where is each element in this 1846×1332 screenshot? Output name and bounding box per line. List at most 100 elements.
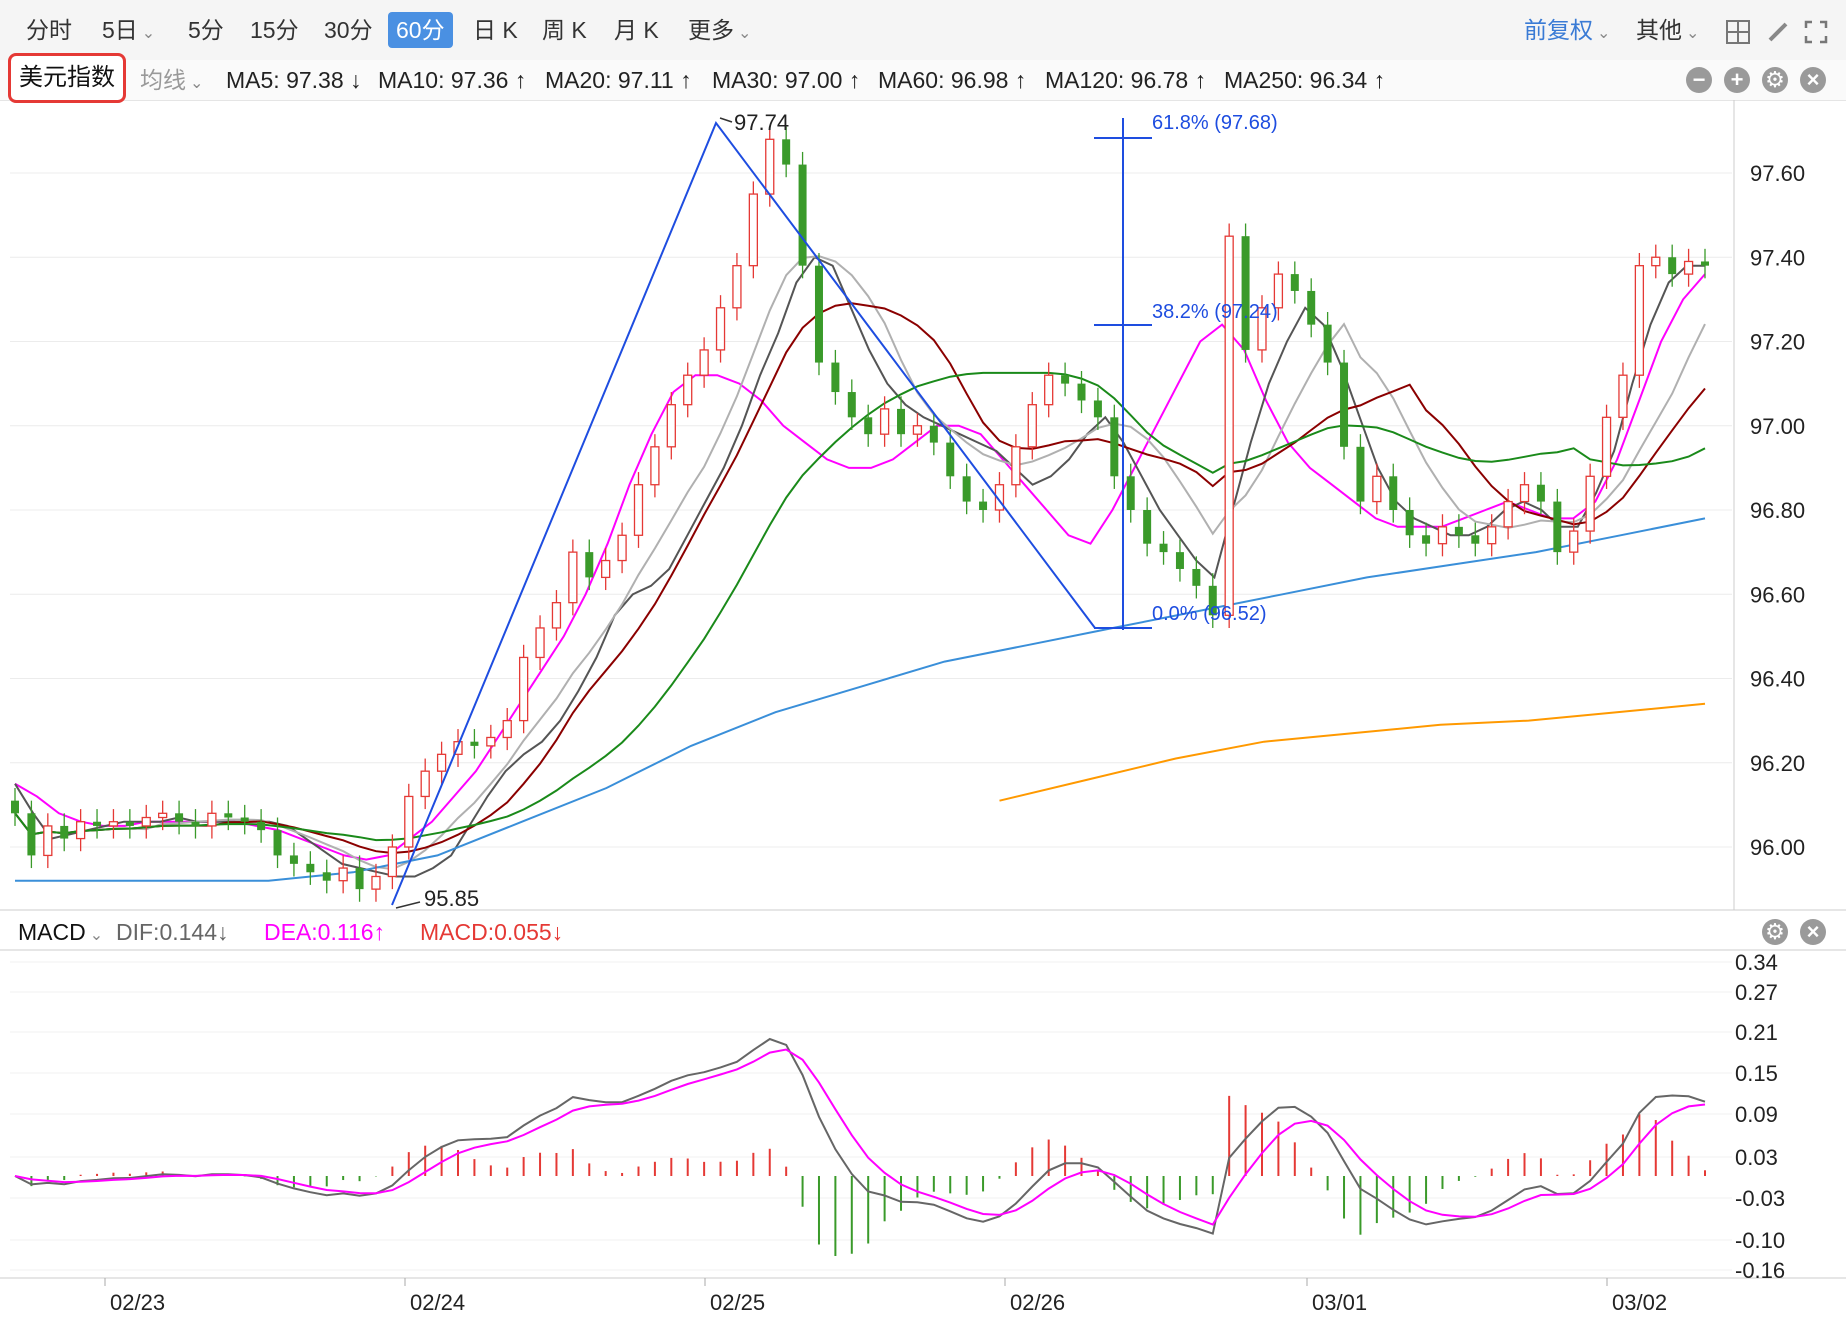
period-tab-day-k[interactable]: 日 K <box>473 17 518 43</box>
candle <box>257 809 266 843</box>
moving-average-lines <box>14 255 1706 882</box>
candle <box>322 859 331 894</box>
period-tab-60min[interactable]: 60分 <box>388 12 453 48</box>
extreme-annotations: 97.74 95.85 <box>395 110 789 911</box>
fullscreen-icon[interactable] <box>1804 20 1828 44</box>
candle <box>1519 472 1530 515</box>
macd-type-menu[interactable]: MACD ⌄ <box>18 916 103 948</box>
candle <box>75 809 86 852</box>
ma10-line <box>14 273 1706 861</box>
candle <box>864 404 873 447</box>
collapse-icon[interactable]: − <box>1686 67 1712 93</box>
candle <box>224 800 233 831</box>
candle <box>93 809 102 839</box>
more-periods-label: 更多 <box>688 17 734 43</box>
ma-legend-bar: 均线 ⌄ MA5: 97.38 ↓ MA10: 97.36 ↑ MA20: 97.… <box>0 60 1846 101</box>
ma-type-menu[interactable]: 均线 ⌄ <box>140 64 203 96</box>
macd-legend-bar: MACD ⌄ DIF:0.144↓ DEA:0.116↑ MACD:0.055↓ … <box>0 914 1846 950</box>
ma30-value: MA30: 97.00 ↑ <box>712 67 861 93</box>
candle <box>1405 497 1414 548</box>
candle <box>1307 278 1316 338</box>
price-tick-label: 96.20 <box>1750 751 1805 776</box>
candle <box>1668 244 1677 287</box>
candle <box>1241 223 1250 363</box>
period-toolbar: 分时 5日 ⌄ 5分 15分 30分 60分 日 K 周 K 月 K 更多 ⌄ 前复… <box>0 0 1846 61</box>
candle <box>551 590 562 641</box>
candle <box>1290 261 1299 304</box>
draw-pen-icon[interactable] <box>1766 20 1790 44</box>
candle <box>1422 522 1431 557</box>
more-periods-menu[interactable]: 更多 ⌄ <box>680 12 759 48</box>
macd-tick-label: -0.10 <box>1735 1228 1785 1253</box>
candle <box>306 851 315 885</box>
macd-label: MACD <box>18 919 86 945</box>
candle <box>814 253 823 376</box>
dollar-index-button[interactable]: 美元指数 <box>8 53 126 103</box>
add-indicator-icon[interactable]: + <box>1724 67 1750 93</box>
candle <box>1126 463 1135 523</box>
candle <box>387 834 398 890</box>
candle <box>994 472 1005 523</box>
period-tab-5min[interactable]: 5分 <box>188 17 224 43</box>
macd-tick-label: 0.03 <box>1735 1145 1778 1170</box>
date-tick-label: 02/24 <box>410 1290 465 1315</box>
macd-dea-value: DEA:0.116↑ <box>264 919 386 945</box>
dea-line <box>14 1048 1706 1226</box>
price-axis: 97.60 97.40 97.20 97.00 96.80 96.60 96.40 96.20… <box>1750 161 1805 860</box>
chevron-down-icon: ⌄ <box>738 25 752 42</box>
candle <box>1044 362 1054 418</box>
candle <box>1372 463 1382 515</box>
candle <box>962 463 971 515</box>
candle <box>108 809 119 839</box>
period-tab-15min[interactable]: 15分 <box>250 17 299 43</box>
candle <box>1471 522 1480 557</box>
candle <box>1340 349 1349 460</box>
candle <box>1110 404 1119 489</box>
candle <box>191 809 200 839</box>
candle <box>1208 573 1217 628</box>
candle <box>207 800 217 839</box>
other-menu[interactable]: 其他 ⌄ <box>1636 12 1699 48</box>
candle <box>420 758 430 810</box>
adjust-menu[interactable]: 前复权 ⌄ <box>1524 12 1610 48</box>
candle <box>1356 434 1365 515</box>
candle <box>617 522 627 574</box>
period-tab-month-k[interactable]: 月 K <box>614 17 659 43</box>
macd-settings-gear-icon[interactable]: ⚙ <box>1762 919 1788 945</box>
chevron-down-icon: ⌄ <box>1597 25 1611 42</box>
candle <box>782 126 791 178</box>
ma20-line <box>14 255 1706 871</box>
candlestick-series <box>11 126 1709 902</box>
candle <box>1175 539 1184 582</box>
ma5-line <box>14 255 1705 878</box>
date-tick-label: 02/25 <box>710 1290 765 1315</box>
period-tab-week-k[interactable]: 周 K <box>542 17 587 43</box>
grid-layout-icon[interactable] <box>1726 20 1750 44</box>
candle <box>1273 261 1284 321</box>
candle <box>1143 497 1152 557</box>
macd-close-icon[interactable]: × <box>1800 919 1826 945</box>
macd-tick-label: -0.03 <box>1735 1186 1785 1211</box>
period-tab-5day[interactable]: 5日 ⌄ <box>94 12 163 48</box>
chevron-down-icon: ⌄ <box>190 75 204 92</box>
candle <box>1601 404 1612 489</box>
adjust-label: 前复权 <box>1524 17 1593 43</box>
period-tab-intraday[interactable]: 分时 <box>26 17 72 43</box>
candle <box>43 813 53 869</box>
candle <box>141 804 151 839</box>
date-tick-label: 02/26 <box>1010 1290 1065 1315</box>
candle <box>338 855 348 894</box>
candle <box>1027 392 1037 460</box>
candle <box>946 429 955 489</box>
candle <box>1536 472 1545 515</box>
date-tick-label: 03/02 <box>1612 1290 1667 1315</box>
candle <box>518 644 529 734</box>
close-icon[interactable]: × <box>1800 67 1826 93</box>
chevron-down-icon: ⌄ <box>1686 25 1700 42</box>
period-tab-30min[interactable]: 30分 <box>324 17 373 43</box>
macd-tick-label: -0.16 <box>1735 1258 1785 1283</box>
macd-tick-label: 0.27 <box>1735 980 1778 1005</box>
candle <box>1192 556 1201 599</box>
settings-gear-icon[interactable]: ⚙ <box>1762 67 1788 93</box>
